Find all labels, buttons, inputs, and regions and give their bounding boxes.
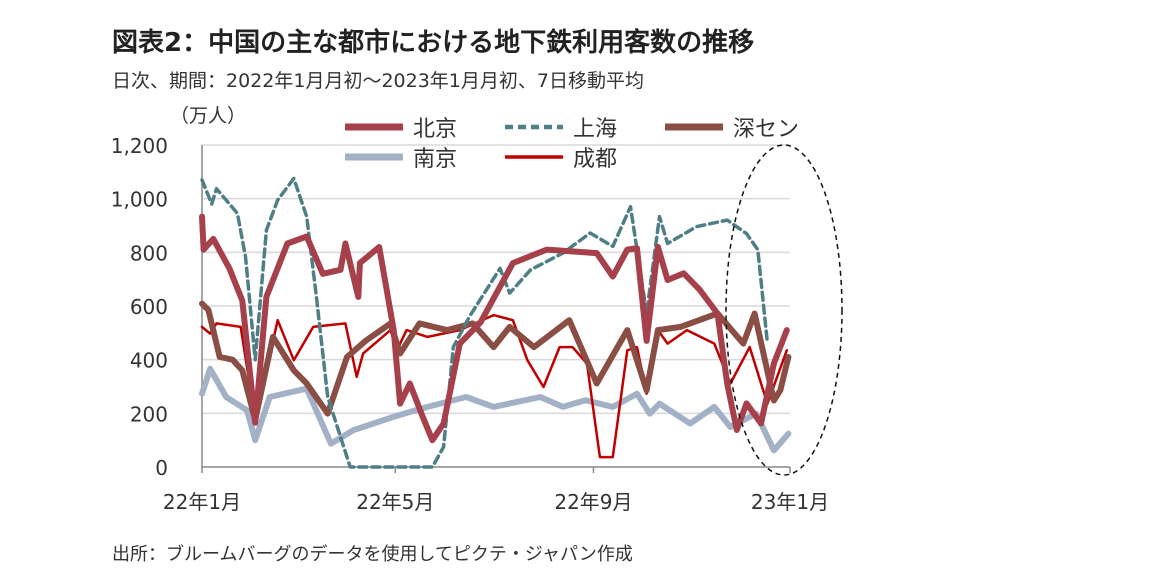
y-tick-label: 0 [155, 456, 168, 480]
x-tick-label: 23年1月 [751, 490, 829, 514]
legend-label: 上海 [573, 117, 617, 142]
y-tick-label: 1,000 [111, 188, 168, 212]
y-tick-label: 600 [130, 295, 168, 319]
series-line-5 [200, 313, 789, 459]
legend-label: 南京 [413, 147, 457, 172]
y-tick-label: 400 [130, 349, 168, 373]
legend-label: 成都 [573, 147, 617, 172]
series-line-1 [199, 213, 790, 444]
source-note: 出所：ブルームバーグのデータを使用してピクテ・ジャパン作成 [112, 544, 633, 565]
x-tick-label: 22年1月 [163, 490, 241, 514]
chart-title: 図表2：中国の主な都市における地下鉄利用客数の推移 [112, 28, 755, 58]
series-line-3 [199, 300, 792, 423]
x-tick-label: 22年5月 [356, 490, 434, 514]
legend-label: 深セン [733, 117, 799, 142]
series-line-4 [199, 365, 792, 454]
legend-label: 北京 [413, 117, 457, 142]
y-tick-label: 200 [130, 402, 168, 426]
series-line-2 [200, 176, 770, 469]
highlight-ellipse [725, 144, 843, 476]
x-tick-label: 22年9月 [554, 490, 632, 514]
y-tick-label: 800 [130, 241, 168, 265]
chart-subtitle: 日次、期間：2022年1月月初～2023年1月月初、7日移動平均 [112, 70, 644, 92]
y-axis-unit: （万人） [170, 105, 246, 127]
y-tick-label: 1,200 [111, 134, 168, 158]
